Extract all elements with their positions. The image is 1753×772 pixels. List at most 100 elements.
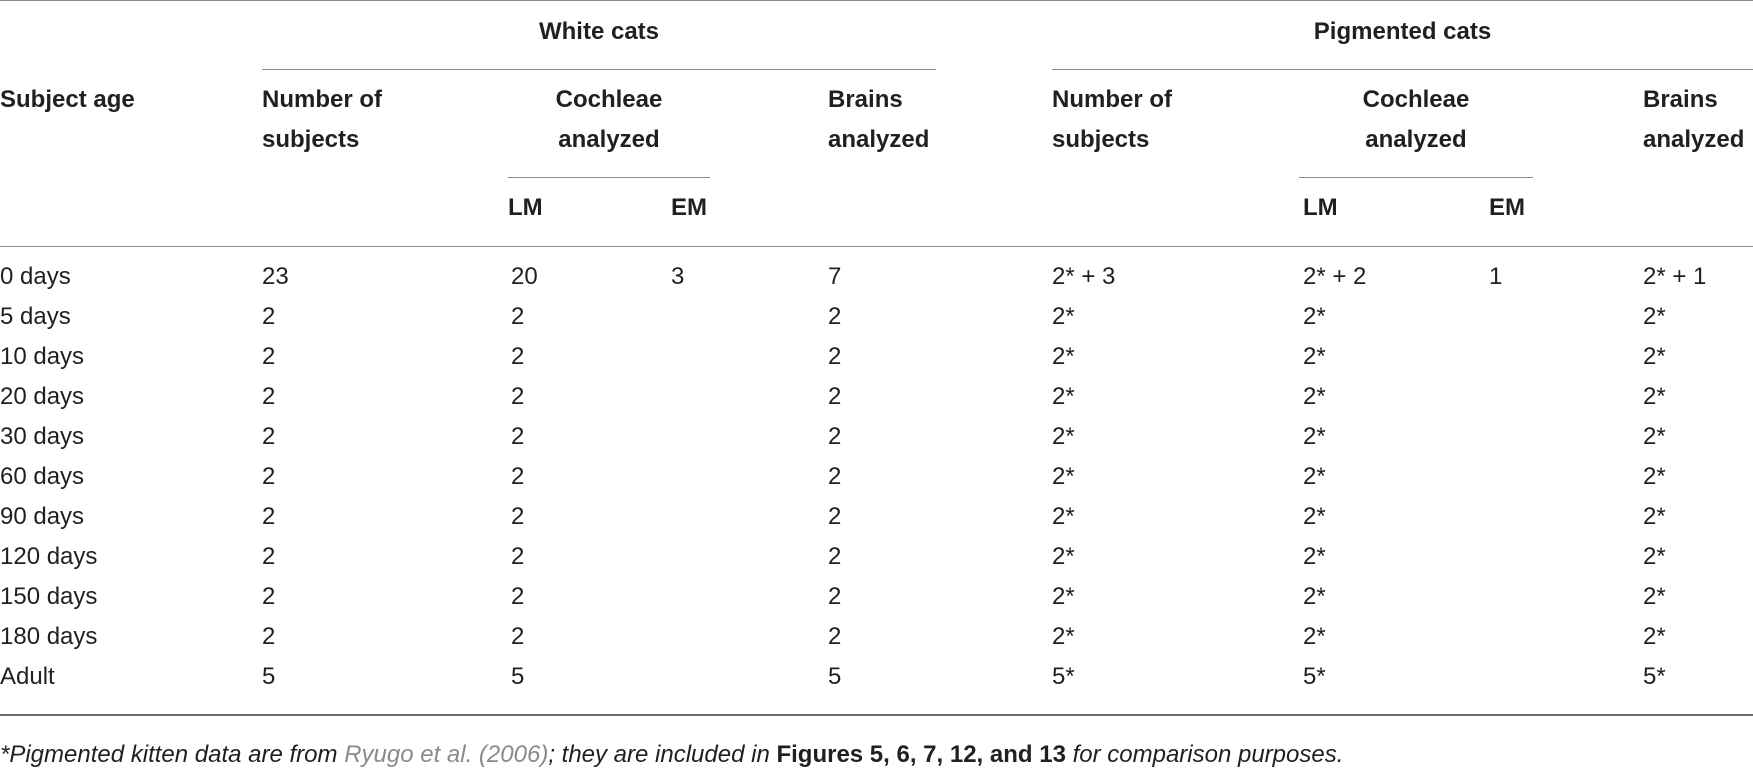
- cell-pigmented-brains: 2* + 1: [1643, 263, 1707, 290]
- cell-white-brains: 2: [828, 463, 842, 490]
- cell-white-lm: 2: [511, 623, 525, 650]
- header-white-cochleae: Cochleae: [555, 86, 663, 113]
- cell-pigmented-brains: 5*: [1643, 663, 1666, 690]
- cell-white-lm: 2: [511, 583, 525, 610]
- cell-pigmented-subjects: 5*: [1052, 663, 1075, 690]
- header-pigmented-cochleae-analyzed: analyzed: [1365, 126, 1467, 153]
- pigmented-cats-rule: [1052, 69, 1753, 70]
- cell-pigmented-brains: 2*: [1643, 583, 1666, 610]
- cell-pigmented-lm: 2*: [1303, 303, 1326, 330]
- cell-white-brains: 2: [828, 423, 842, 450]
- cell-white-subjects: 2: [262, 583, 276, 610]
- table-footnote: *Pigmented kitten data are from Ryugo et…: [0, 740, 1343, 770]
- footnote-figures-link[interactable]: Figures 5, 6, 7, 12, and 13: [776, 741, 1066, 768]
- footnote-reference-link[interactable]: Ryugo et al. (2006): [344, 741, 549, 768]
- cell-white-lm: 20: [511, 263, 538, 290]
- cell-subject-age: 5 days: [0, 303, 71, 330]
- cell-pigmented-lm: 2*: [1303, 623, 1326, 650]
- header-pigmented-cochleae: Cochleae: [1362, 86, 1470, 113]
- cell-white-lm: 2: [511, 343, 525, 370]
- white-cats-rule: [262, 69, 936, 70]
- pigmented-cochleae-rule: [1299, 177, 1533, 178]
- header-white-cats: White cats: [538, 18, 660, 45]
- cell-pigmented-subjects: 2*: [1052, 423, 1075, 450]
- cell-pigmented-brains: 2*: [1643, 383, 1666, 410]
- cell-subject-age: 20 days: [0, 383, 85, 410]
- cell-pigmented-brains: 2*: [1643, 623, 1666, 650]
- table-bottom-rule: [0, 714, 1753, 716]
- cell-pigmented-lm: 2* + 2: [1303, 263, 1367, 290]
- cell-pigmented-brains: 2*: [1643, 503, 1666, 530]
- cell-pigmented-lm: 2*: [1303, 543, 1326, 570]
- cell-pigmented-brains: 2*: [1643, 423, 1666, 450]
- cell-pigmented-brains: 2*: [1643, 303, 1666, 330]
- cell-pigmented-subjects: 2*: [1052, 503, 1075, 530]
- cell-white-brains: 2: [828, 623, 842, 650]
- header-white-subjects: subjects: [262, 126, 360, 153]
- cell-pigmented-lm: 5*: [1303, 663, 1326, 690]
- header-white-number-of: Number of: [262, 86, 382, 113]
- header-white-cochleae-analyzed: analyzed: [558, 126, 660, 153]
- cell-white-subjects: 2: [262, 543, 276, 570]
- cell-pigmented-lm: 2*: [1303, 383, 1326, 410]
- cell-white-subjects: 2: [262, 503, 276, 530]
- cell-pigmented-lm: 2*: [1303, 583, 1326, 610]
- cell-white-lm: 2: [511, 463, 525, 490]
- cell-white-subjects: 23: [262, 263, 289, 290]
- header-white-lm: LM: [508, 194, 543, 221]
- cell-subject-age: Adult: [0, 663, 55, 690]
- header-pigmented-brains: Brains: [1643, 86, 1718, 113]
- cell-pigmented-brains: 2*: [1643, 463, 1666, 490]
- cell-pigmented-subjects: 2*: [1052, 543, 1075, 570]
- cell-white-subjects: 2: [262, 343, 276, 370]
- cell-subject-age: 0 days: [0, 263, 71, 290]
- table-top-rule: [0, 0, 1753, 1]
- cell-white-lm: 2: [511, 383, 525, 410]
- cell-pigmented-brains: 2*: [1643, 543, 1666, 570]
- cell-pigmented-em: 1: [1489, 263, 1503, 290]
- cell-pigmented-subjects: 2*: [1052, 383, 1075, 410]
- cell-pigmented-lm: 2*: [1303, 343, 1326, 370]
- cell-white-brains: 2: [828, 343, 842, 370]
- header-pigmented-brains-analyzed: analyzed: [1643, 126, 1745, 153]
- footnote-suffix: for comparison purposes.: [1065, 741, 1344, 768]
- cell-white-subjects: 5: [262, 663, 276, 690]
- header-subject-age: Subject age: [0, 86, 135, 113]
- cell-white-brains: 2: [828, 303, 842, 330]
- cell-white-lm: 2: [511, 543, 525, 570]
- cell-subject-age: 150 days: [0, 583, 98, 610]
- cell-white-em: 3: [671, 263, 685, 290]
- cell-white-subjects: 2: [262, 423, 276, 450]
- cell-pigmented-subjects: 2*: [1052, 463, 1075, 490]
- header-bottom-rule: [0, 246, 1753, 247]
- cell-subject-age: 90 days: [0, 503, 85, 530]
- cell-white-lm: 2: [511, 423, 525, 450]
- header-white-brains: Brains: [828, 86, 903, 113]
- white-cochleae-rule: [508, 177, 710, 178]
- cell-pigmented-lm: 2*: [1303, 463, 1326, 490]
- cell-subject-age: 10 days: [0, 343, 85, 370]
- header-pigmented-number-of: Number of: [1052, 86, 1172, 113]
- cell-white-brains: 5: [828, 663, 842, 690]
- cell-white-lm: 2: [511, 303, 525, 330]
- cell-subject-age: 120 days: [0, 543, 98, 570]
- header-pigmented-em: EM: [1489, 194, 1525, 221]
- cell-white-subjects: 2: [262, 623, 276, 650]
- cell-subject-age: 30 days: [0, 423, 85, 450]
- cell-subject-age: 60 days: [0, 463, 85, 490]
- cell-white-brains: 2: [828, 583, 842, 610]
- cell-pigmented-subjects: 2* + 3: [1052, 263, 1116, 290]
- cell-white-subjects: 2: [262, 303, 276, 330]
- cell-subject-age: 180 days: [0, 623, 98, 650]
- cell-white-lm: 5: [511, 663, 525, 690]
- cell-white-subjects: 2: [262, 383, 276, 410]
- header-white-em: EM: [671, 194, 707, 221]
- header-pigmented-lm: LM: [1303, 194, 1338, 221]
- cell-white-brains: 2: [828, 383, 842, 410]
- header-pigmented-subjects: subjects: [1052, 126, 1150, 153]
- header-white-brains-analyzed: analyzed: [828, 126, 930, 153]
- cell-pigmented-subjects: 2*: [1052, 623, 1075, 650]
- cell-pigmented-subjects: 2*: [1052, 343, 1075, 370]
- cell-white-brains: 2: [828, 543, 842, 570]
